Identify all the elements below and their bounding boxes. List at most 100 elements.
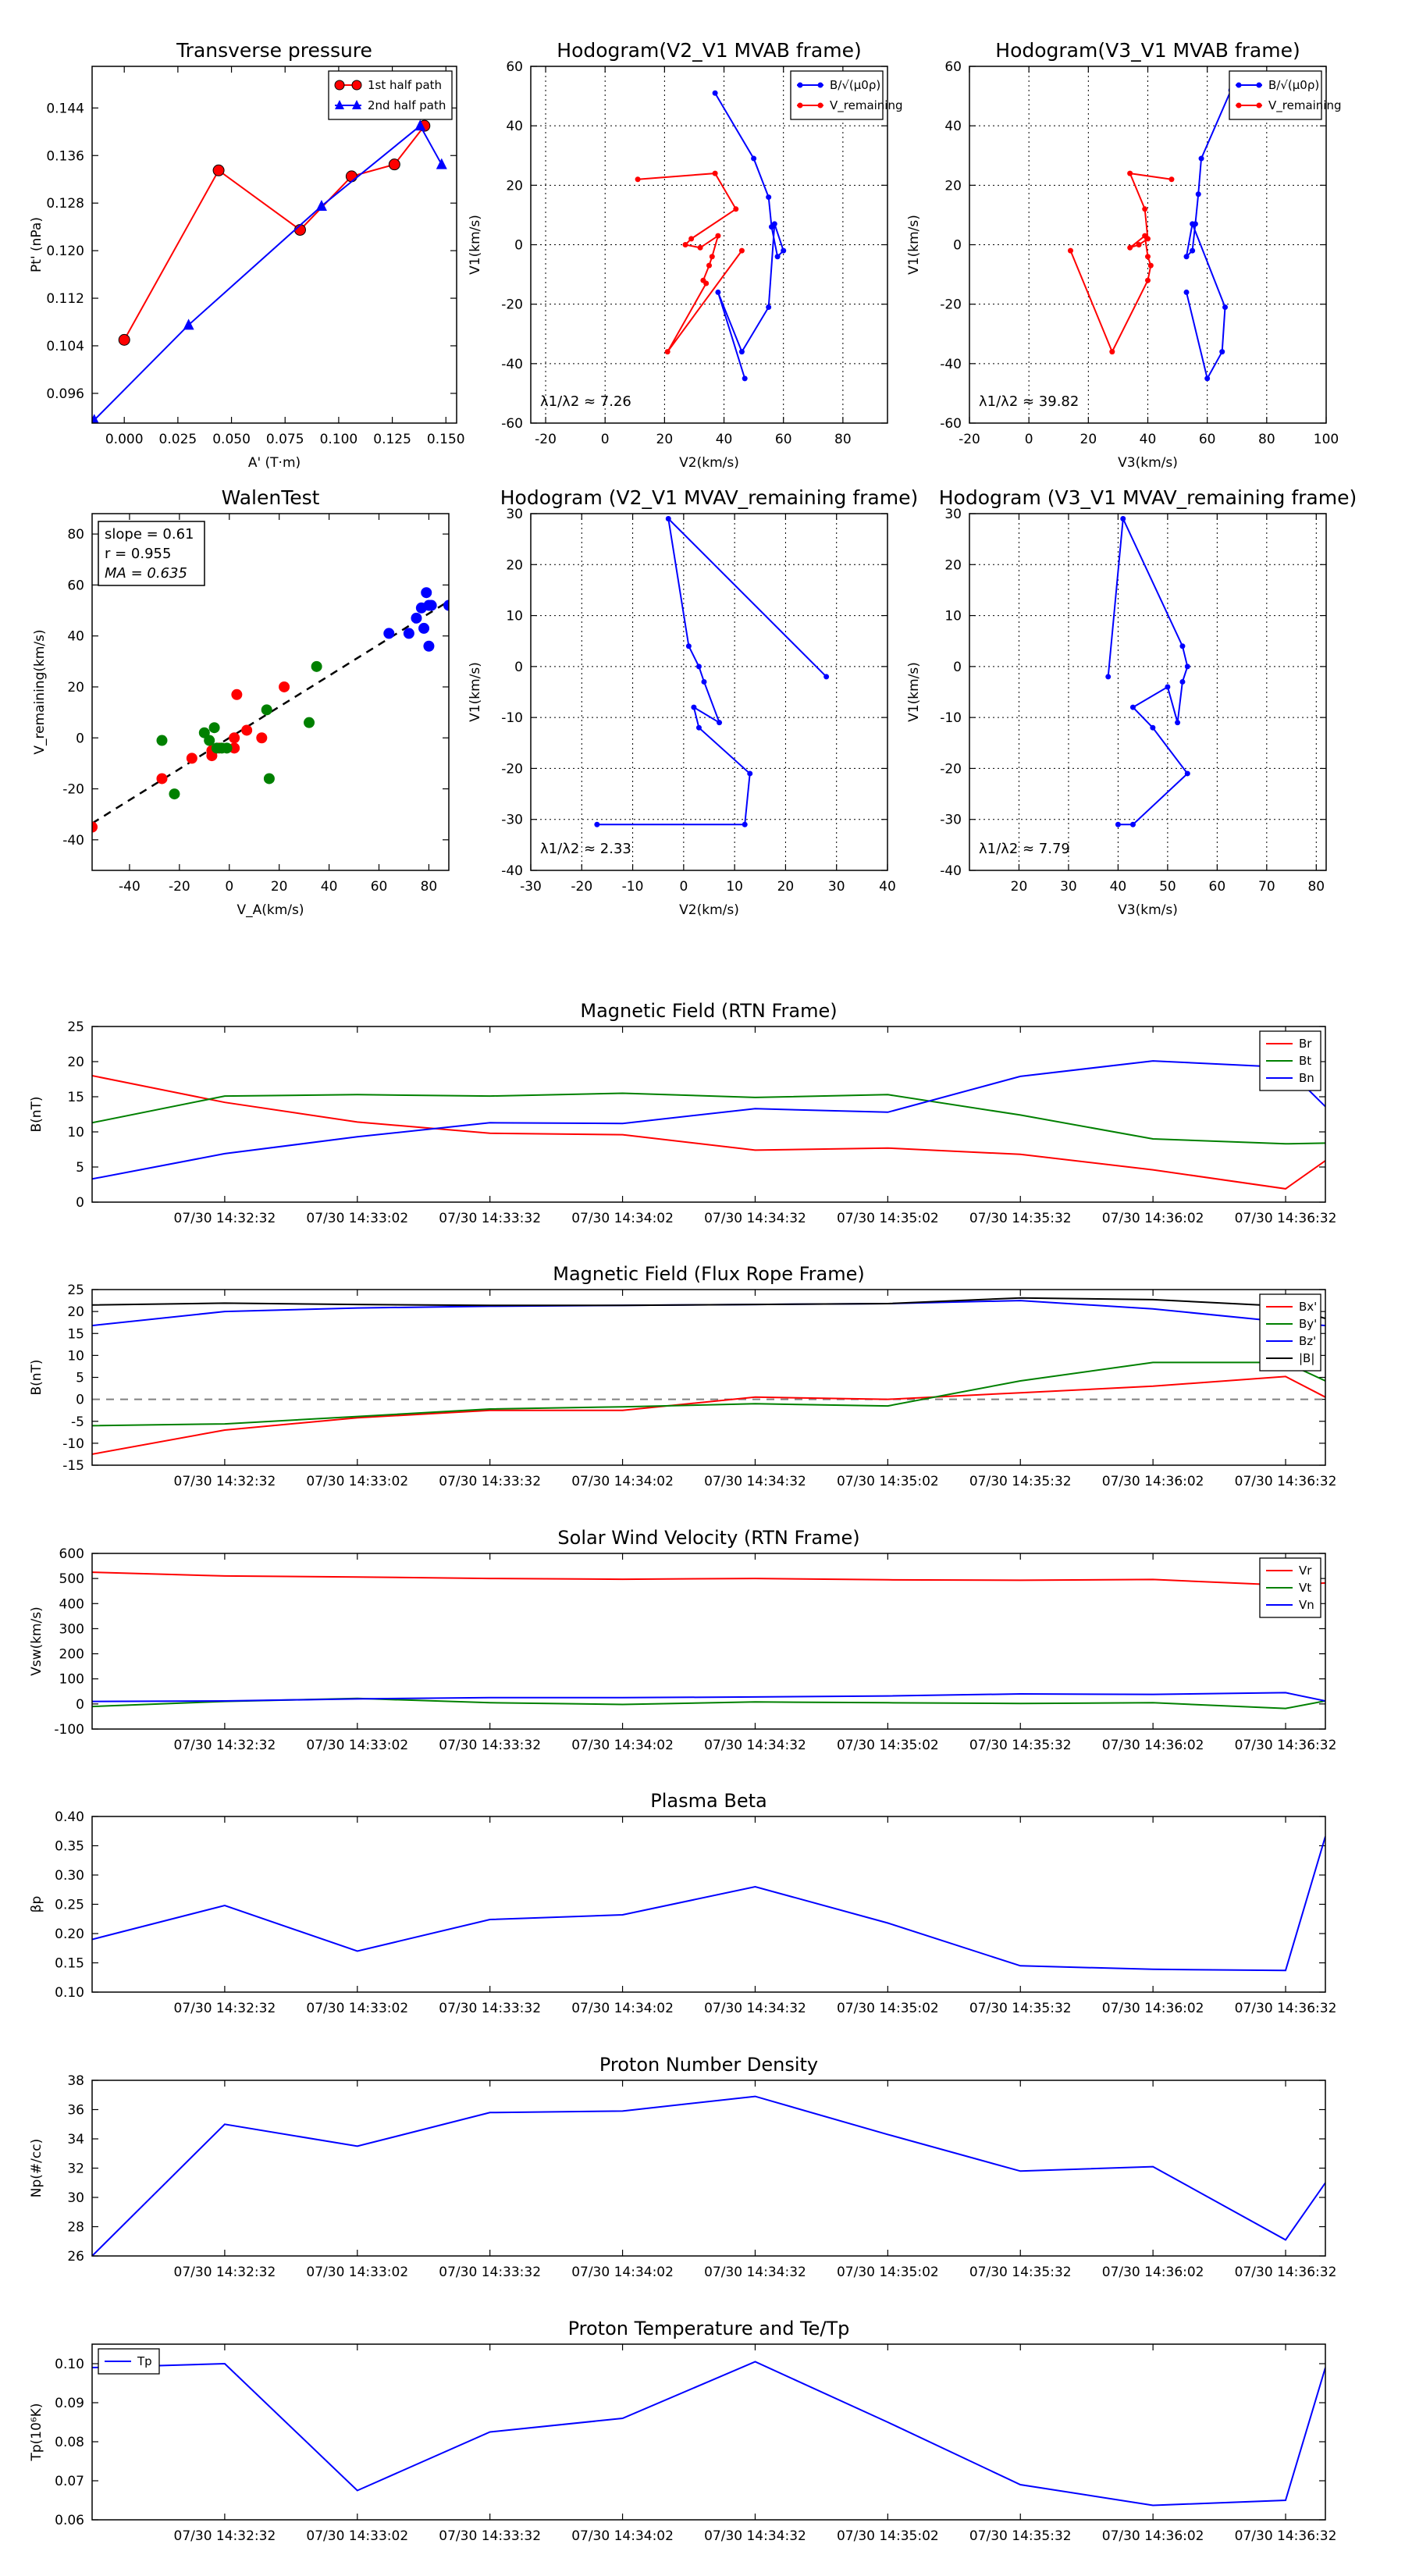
y-tick-label: 300 xyxy=(59,1621,84,1637)
x-tick-label: 30 xyxy=(1060,879,1077,895)
y-tick-label: -5 xyxy=(71,1414,84,1430)
y-tick-label: 15 xyxy=(67,1326,84,1342)
y-tick-label: 40 xyxy=(506,119,523,134)
y-tick-label: -20 xyxy=(940,297,962,313)
plot-area xyxy=(594,516,830,827)
y-tick-label: 20 xyxy=(67,680,84,696)
legend-marker xyxy=(1236,82,1242,88)
x-tick-label: 07/30 14:36:02 xyxy=(1102,1474,1204,1489)
y-tick-label: 5 xyxy=(76,1371,84,1386)
y-tick-label: 0.144 xyxy=(46,101,84,116)
data-point xyxy=(256,732,268,744)
plot-frame xyxy=(91,1289,1326,1466)
chart-h1: Hodogram(V2_V1 MVAB frame) -60 -40 -20 0 20 40… xyxy=(468,39,903,471)
y-tick-label: 10 xyxy=(506,609,523,624)
y-tick-label: 32 xyxy=(67,2161,84,2177)
data-point xyxy=(742,821,748,827)
data-point xyxy=(706,262,712,269)
data-point xyxy=(751,155,757,162)
x-tick-label: 07/30 14:33:02 xyxy=(306,1474,408,1489)
x-tick-label: 07/30 14:35:32 xyxy=(969,2001,1072,2016)
plot-frame xyxy=(91,1553,1326,1730)
x-tick-label: 07/30 14:35:02 xyxy=(837,1474,939,1489)
y-tick-label: 0.40 xyxy=(55,1809,84,1825)
y-tick-label: -20 xyxy=(62,782,84,798)
x-tick-label: 0.100 xyxy=(320,432,358,447)
x-tick-label: 07/30 14:32:32 xyxy=(174,2265,276,2280)
chart-h4: Hodogram (V3_V1 MVAV_remaining frame) -40… xyxy=(906,486,1357,918)
x-tick-label: 70 xyxy=(1258,879,1275,895)
series-line-np xyxy=(92,2095,1325,2256)
y-tick-label: 10 xyxy=(67,1348,84,1364)
y-tick-label: 0 xyxy=(514,660,523,675)
series-line-bn xyxy=(92,1060,1325,1180)
chart-title: WalenTest xyxy=(222,486,320,509)
y-tick-label: -20 xyxy=(501,761,523,777)
y-axis-label: Tp(10⁶K) xyxy=(29,2403,44,2461)
x-tick-label: 07/30 14:36:02 xyxy=(1102,1211,1204,1226)
data-point xyxy=(443,600,449,611)
plot-frame xyxy=(969,66,1327,424)
data-point xyxy=(742,375,748,382)
data-point xyxy=(414,119,426,131)
plot-frame xyxy=(91,2343,1326,2521)
x-tick-label: 07/30 14:34:02 xyxy=(571,1474,674,1489)
y-tick-label: -30 xyxy=(501,813,523,828)
data-point xyxy=(1145,277,1151,283)
legend-label: |B| xyxy=(1299,1351,1314,1365)
x-tick-label: 07/30 14:34:32 xyxy=(704,2528,806,2544)
x-tick-label: 07/30 14:35:32 xyxy=(969,1474,1072,1489)
data-point xyxy=(241,724,253,736)
x-tick-label: 80 xyxy=(834,432,852,447)
y-tick-label: 20 xyxy=(506,178,523,194)
y-axis-label: Np(#/cc) xyxy=(29,2139,44,2197)
plot-area xyxy=(635,90,787,382)
x-tick-label: 07/30 14:36:02 xyxy=(1102,2001,1204,2016)
x-tick-label: 50 xyxy=(1159,879,1176,895)
y-tick-label: 200 xyxy=(59,1647,84,1663)
legend-marker xyxy=(352,100,361,109)
data-point xyxy=(118,333,130,346)
x-tick-label: 40 xyxy=(1110,879,1127,895)
data-point xyxy=(92,821,98,833)
x-tick-label: 07/30 14:34:02 xyxy=(571,1738,674,1753)
data-point xyxy=(345,170,357,183)
data-point xyxy=(1190,247,1196,254)
x-tick-label: 07/30 14:32:32 xyxy=(174,1738,276,1753)
data-point xyxy=(1109,349,1115,355)
y-tick-label: 28 xyxy=(67,2220,84,2236)
y-tick-label: 0.128 xyxy=(46,196,84,212)
x-tick-label: 07/30 14:34:02 xyxy=(571,1211,674,1226)
plot-area xyxy=(92,1297,1325,1455)
data-point xyxy=(594,821,600,827)
legend-label: Bt xyxy=(1299,1054,1311,1068)
data-point xyxy=(279,681,290,692)
y-tick-label: -20 xyxy=(501,297,523,313)
y-tick-label: 0.06 xyxy=(55,2513,84,2528)
data-point xyxy=(1179,678,1186,685)
data-point xyxy=(183,318,194,330)
legend-label: Br xyxy=(1299,1037,1312,1051)
data-point xyxy=(231,688,243,700)
data-point xyxy=(1195,191,1201,197)
data-point xyxy=(1129,821,1136,827)
data-point xyxy=(156,735,168,746)
x-tick-label: 0.150 xyxy=(427,432,465,447)
data-point xyxy=(733,206,739,212)
series-line--b- xyxy=(92,1297,1325,1320)
series-line-br xyxy=(92,1075,1325,1190)
x-tick-label: 07/30 14:35:02 xyxy=(837,1211,939,1226)
data-point xyxy=(1183,254,1190,260)
x-tick-label: -40 xyxy=(119,879,140,895)
legend-label: Bx' xyxy=(1299,1300,1317,1314)
x-tick-label: 07/30 14:33:02 xyxy=(306,2265,408,2280)
data-point xyxy=(229,732,240,744)
y-tick-label: 0.096 xyxy=(46,386,84,402)
legend-box xyxy=(1229,70,1322,120)
plot-area xyxy=(1067,87,1234,382)
data-point xyxy=(311,660,322,672)
eigen-ratio-label: λ1/λ2 ≈ 39.82 xyxy=(979,393,1079,410)
x-tick-label: -30 xyxy=(520,879,542,895)
y-tick-label: 25 xyxy=(67,1283,84,1298)
